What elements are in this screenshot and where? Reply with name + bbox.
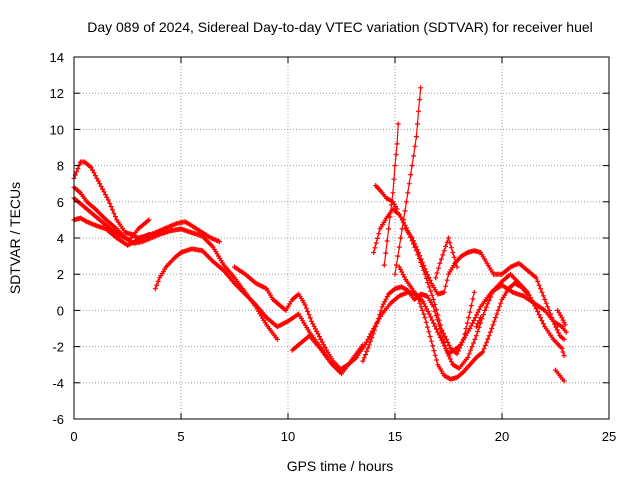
series-markers (71, 184, 280, 342)
series-markers (553, 367, 567, 384)
series-markers (152, 246, 366, 377)
series-line (475, 317, 482, 327)
chart-title: Day 089 of 2024, Sidereal Day-to-day VTE… (87, 19, 593, 35)
y-tick-label: 0 (57, 303, 64, 318)
y-tick-label: 6 (57, 195, 64, 210)
y-tick-label: 14 (50, 50, 64, 65)
series-arc-f (232, 264, 344, 373)
series-arc-e (152, 246, 366, 377)
y-tick-label: -4 (52, 376, 64, 391)
series-arc-b (71, 184, 280, 342)
y-tick-label: 4 (57, 231, 64, 246)
series-line (73, 186, 278, 340)
x-tick-label: 0 (70, 429, 77, 444)
series-markers (373, 183, 400, 212)
y-tick-label: 8 (57, 159, 64, 174)
x-axis-label: GPS time / hours (287, 458, 394, 474)
y-tick-label: 10 (50, 122, 64, 137)
series-markers (360, 271, 567, 371)
grid-lines (74, 57, 609, 419)
series-arc-c (71, 215, 152, 248)
x-tick-label: 20 (495, 429, 509, 444)
x-tick-label: 10 (281, 429, 295, 444)
series-arc-j (373, 183, 400, 212)
y-tick-label: 2 (57, 267, 64, 282)
axis-ticks: 0 5 10 15 20 25 -6 -4 -2 0 2 4 6 8 10 12 14 (50, 50, 617, 444)
series-arc-h (360, 271, 567, 371)
series-line (435, 237, 458, 278)
series-arc-k (381, 121, 401, 268)
data-series (71, 85, 569, 384)
series-arc-o (433, 235, 460, 281)
series-arc-m (396, 264, 531, 382)
series-arc-p (473, 315, 484, 330)
series-markers (396, 264, 531, 382)
series-arc-q (553, 367, 567, 384)
series-line (394, 87, 422, 275)
series-arc-l (392, 85, 424, 277)
series-markers (473, 315, 484, 330)
series-markers (371, 206, 477, 357)
series-line (383, 123, 399, 266)
series-markers (232, 264, 344, 373)
x-tick-label: 15 (388, 429, 402, 444)
x-tick-label: 25 (602, 429, 616, 444)
series-arc-r (555, 307, 568, 328)
series-markers (433, 235, 460, 281)
series-markers (381, 121, 401, 268)
y-tick-label: -6 (52, 412, 64, 427)
y-tick-label: 12 (50, 86, 64, 101)
y-axis-label: SDTVAR / TECUs (7, 182, 23, 294)
series-markers (555, 307, 568, 328)
series-markers (392, 85, 424, 277)
x-tick-label: 5 (177, 429, 184, 444)
series-line (405, 228, 565, 340)
y-tick-label: -2 (52, 340, 64, 355)
